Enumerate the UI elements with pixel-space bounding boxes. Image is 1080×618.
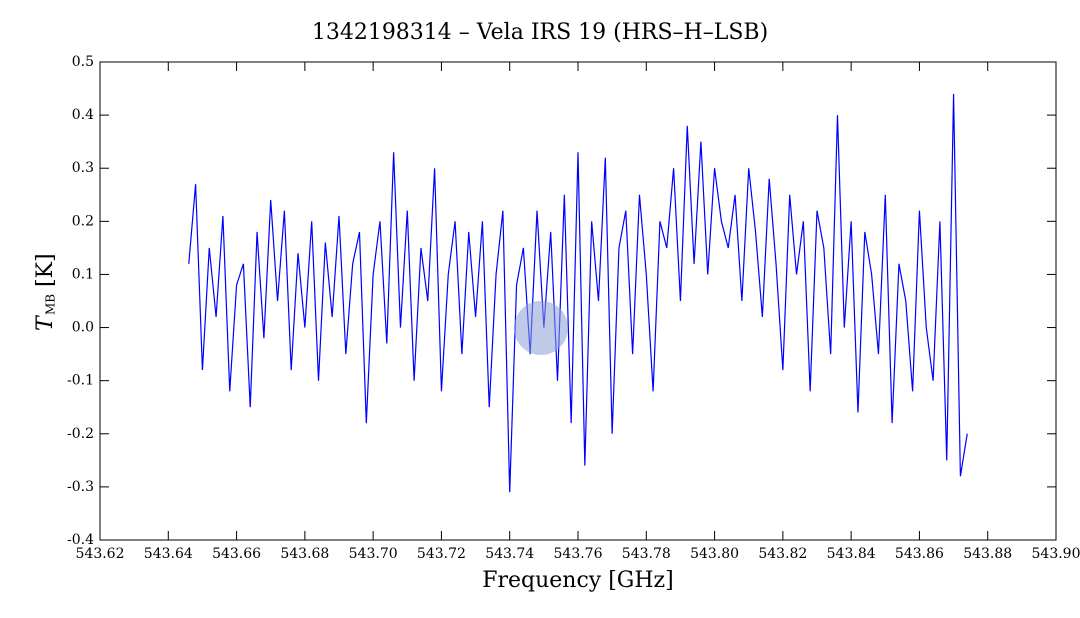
cursor-highlight xyxy=(514,301,568,355)
x-tick-label: 543.86 xyxy=(895,546,944,562)
y-axis-label: T MB [K] xyxy=(33,253,58,331)
y-tick-label: -0.3 xyxy=(67,479,94,495)
x-tick-label: 543.66 xyxy=(212,546,261,562)
x-tick-label: 543.76 xyxy=(554,546,603,562)
x-tick-label: 543.84 xyxy=(827,546,876,562)
y-label-symbol: T xyxy=(33,314,58,331)
y-tick-label: 0.1 xyxy=(72,266,94,282)
y-tick-label: 0.3 xyxy=(72,160,94,176)
y-label-sub: MB xyxy=(44,294,58,315)
chart-title: 1342198314 – Vela IRS 19 (HRS–H–LSB) xyxy=(312,20,768,45)
x-tick-label: 543.82 xyxy=(758,546,807,562)
x-tick-label: 543.74 xyxy=(485,546,534,562)
y-tick-label: -0.4 xyxy=(67,532,94,548)
x-tick-label: 543.90 xyxy=(1032,546,1080,562)
x-tick-label: 543.78 xyxy=(622,546,671,562)
x-tick-label: 543.64 xyxy=(144,546,193,562)
x-tick-label: 543.72 xyxy=(417,546,466,562)
y-tick-label: 0.0 xyxy=(72,320,94,336)
x-tick-label: 543.68 xyxy=(280,546,329,562)
x-tick-label: 543.88 xyxy=(963,546,1012,562)
y-tick-label: 0.5 xyxy=(72,54,94,70)
x-tick-label: 543.62 xyxy=(76,546,125,562)
y-tick-label: -0.1 xyxy=(67,373,94,389)
y-tick-label: -0.2 xyxy=(67,426,94,442)
x-tick-label: 543.70 xyxy=(349,546,398,562)
spectrum-line xyxy=(188,93,968,493)
y-label-unit: [K] xyxy=(33,253,58,287)
y-tick-label: 0.4 xyxy=(72,107,94,123)
y-tick-label: 0.2 xyxy=(72,213,94,229)
x-axis-label: Frequency [GHz] xyxy=(482,568,674,593)
x-tick-label: 543.80 xyxy=(690,546,739,562)
